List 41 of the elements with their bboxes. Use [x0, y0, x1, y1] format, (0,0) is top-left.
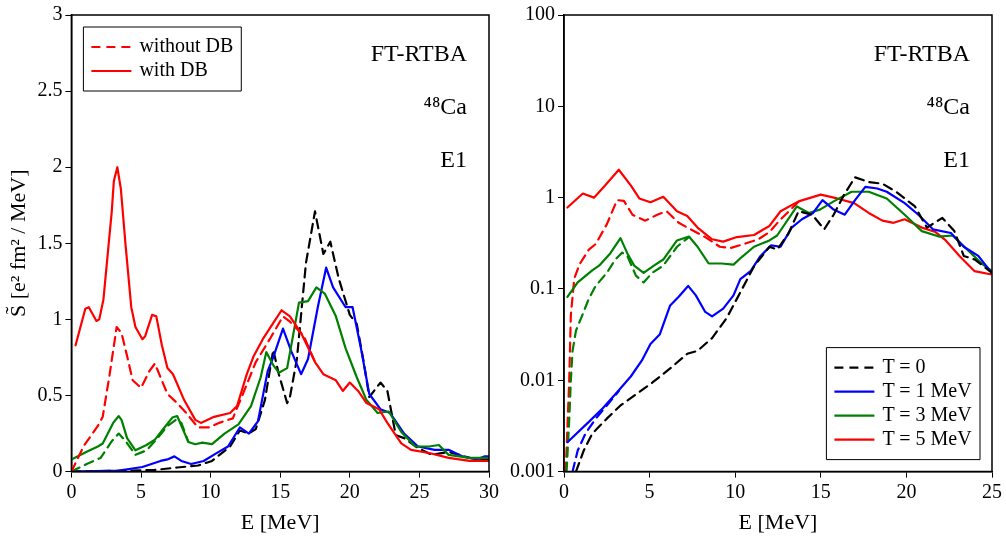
- y-tick-label: 1.5: [37, 230, 63, 253]
- x-tick-label: 25: [409, 479, 430, 502]
- legend-label: T = 3 MeV: [882, 402, 973, 425]
- y-tick-label: 100: [525, 2, 555, 25]
- x-tick-label: 5: [644, 479, 655, 502]
- annotation: ⁴⁸Ca: [926, 93, 971, 120]
- x-tick-label: 25: [982, 479, 1002, 502]
- x-tick-label: 15: [270, 479, 291, 502]
- y-axis-title: S̃ [e² fm² / MeV]: [4, 169, 30, 318]
- x-tick-label: 0: [66, 479, 77, 502]
- x-tick-label: 20: [896, 479, 917, 502]
- y-tick-label: 1: [545, 184, 555, 207]
- legend-label: T = 0: [882, 354, 926, 377]
- legend-label: T = 1 MeV: [882, 378, 973, 401]
- y-tick-label: 2.5: [37, 78, 63, 101]
- annotation: E1: [440, 146, 467, 173]
- x-axis-title: E [MeV]: [240, 508, 320, 534]
- x-tick-label: 10: [200, 479, 221, 502]
- y-tick-label: 1: [52, 306, 63, 329]
- x-tick-label: 10: [725, 479, 746, 502]
- y-tick-label: 3: [52, 2, 63, 25]
- y-tick-label: 10: [535, 93, 555, 116]
- y-tick-label: 0.1: [530, 276, 555, 299]
- annotation: E1: [943, 146, 970, 173]
- x-tick-label: 15: [810, 479, 831, 502]
- y-tick-label: 0.01: [520, 367, 555, 390]
- y-tick-label: 0.5: [37, 382, 63, 405]
- annotation: FT-RTBA: [370, 40, 468, 67]
- y-tick-label: 0: [52, 458, 63, 481]
- x-axis-title: E [MeV]: [738, 508, 818, 534]
- x-tick-label: 5: [136, 479, 146, 502]
- x-tick-label: 0: [559, 479, 569, 502]
- annotation: FT-RTBA: [873, 40, 971, 67]
- annotation: ⁴⁸Ca: [423, 93, 468, 120]
- y-tick-label: 0.001: [510, 458, 555, 481]
- x-tick-label: 30: [479, 479, 499, 502]
- y-tick-label: 2: [52, 154, 63, 177]
- legend-label: without DB: [139, 34, 234, 57]
- legend-label: T = 5 MeV: [882, 426, 973, 449]
- legend-label: with DB: [139, 58, 208, 81]
- x-tick-label: 20: [339, 479, 360, 502]
